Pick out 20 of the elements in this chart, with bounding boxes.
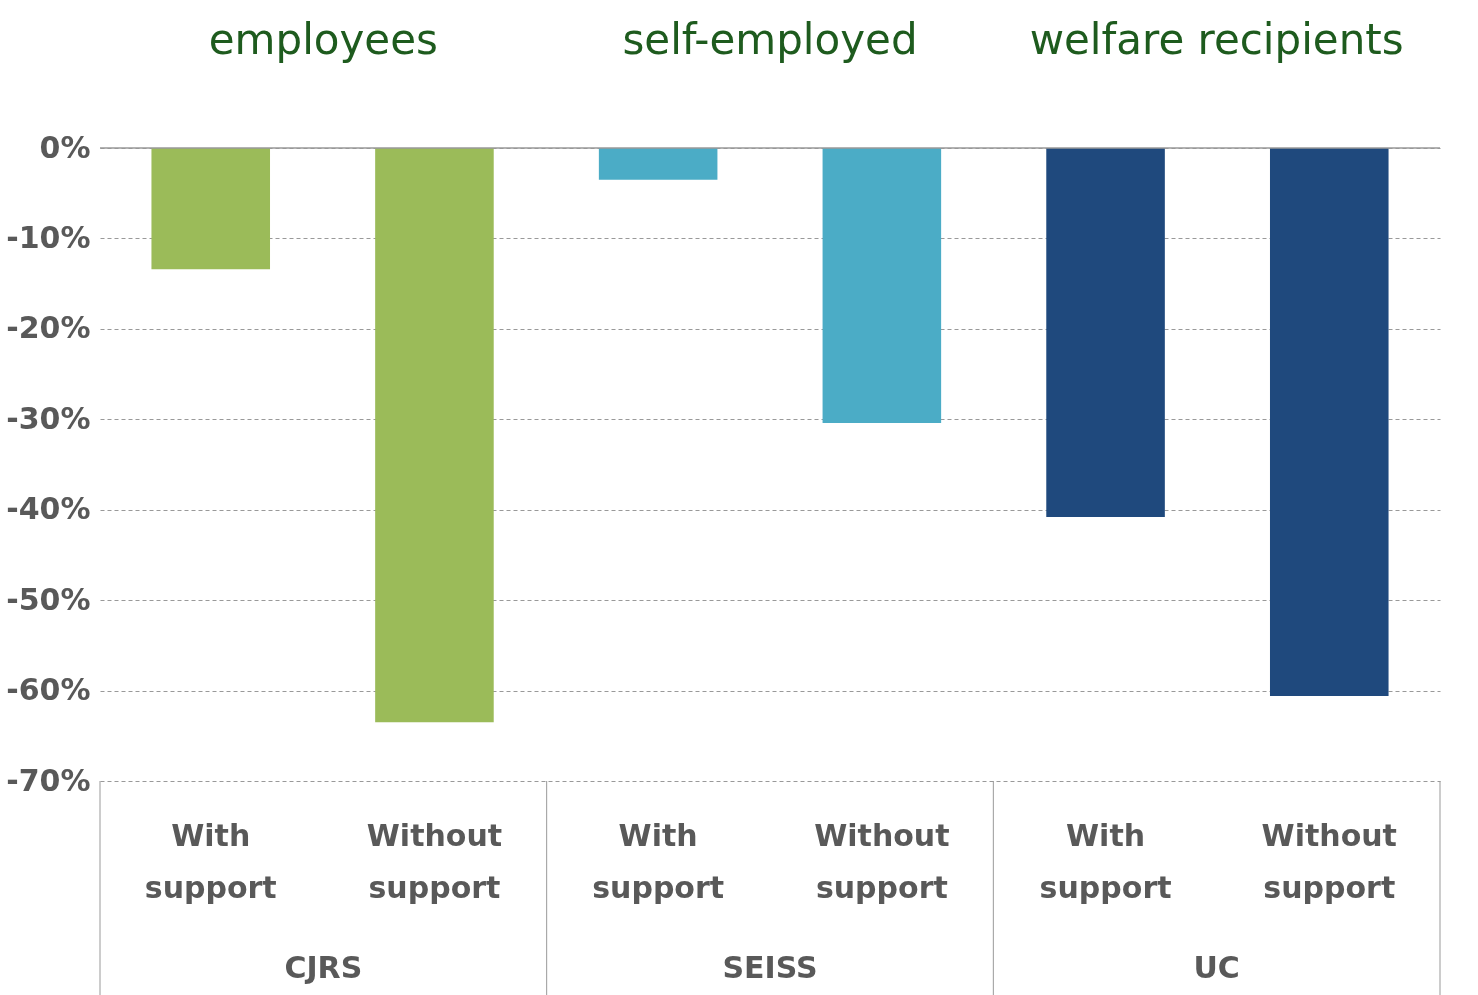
text: SEISS: [722, 950, 818, 985]
y-tick-label: -10%: [6, 219, 91, 255]
text: CJRS: [284, 950, 363, 985]
x-tick-label: Without support: [814, 817, 950, 905]
x-tick-label: Without support: [366, 817, 503, 905]
y-tick-label: -50%: [6, 581, 91, 617]
y-tick-label: 0%: [39, 129, 91, 165]
y-tick-label: -60%: [6, 672, 91, 708]
text: welfare recipients: [1029, 15, 1404, 64]
y-tick-label: -20%: [6, 310, 91, 346]
text: employees: [208, 15, 438, 64]
x-tick-label: With support: [1039, 817, 1172, 905]
y-tick-label: -30%: [6, 400, 91, 436]
x-tick-label: With support: [592, 817, 725, 905]
y-tick-label: -70%: [6, 762, 91, 798]
x-tick-label: With support: [144, 817, 277, 905]
text: self-employed: [622, 15, 918, 64]
x-tick-label: Without support: [1261, 817, 1397, 905]
y-tick-label: -40%: [6, 491, 91, 527]
text: UC: [1193, 950, 1240, 985]
